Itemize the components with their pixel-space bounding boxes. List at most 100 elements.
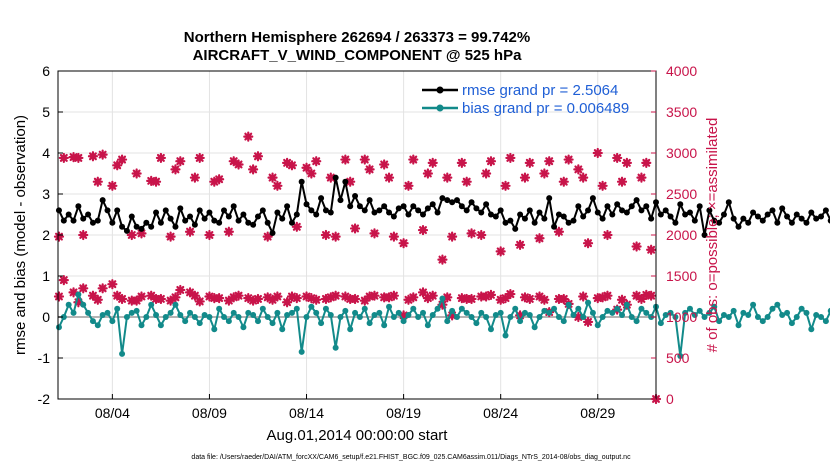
rmse-point: [483, 201, 490, 208]
bias-point: [468, 314, 475, 320]
rmse-point: [526, 207, 533, 214]
obs-possible-marker: [325, 292, 336, 303]
bias-point: [347, 326, 354, 333]
obs-assimilated-marker: [553, 226, 565, 237]
bias-point: [672, 314, 679, 320]
rmse-point: [162, 207, 169, 214]
rmse-point: [521, 215, 528, 222]
bias-point: [444, 318, 451, 325]
bias-point: [264, 314, 271, 320]
rmse-point: [288, 219, 295, 226]
rmse-point: [609, 211, 616, 218]
x-tick-label: 08/19: [386, 405, 421, 421]
bias-point: [740, 309, 747, 316]
bias-point: [225, 318, 232, 325]
rmse-point: [322, 207, 329, 214]
bias-point: [750, 301, 757, 308]
obs-assimilated-marker: [97, 149, 108, 160]
obs-possible-marker: [539, 294, 550, 305]
obs-assimilated-marker: [311, 156, 322, 167]
grid: [58, 70, 656, 400]
bias-point: [352, 309, 359, 316]
y-tick-label: -2: [38, 391, 51, 407]
obs-assimilated-marker: [330, 231, 341, 242]
rmse-point: [109, 219, 116, 226]
footnote: data file: /Users/raeder/DAI/ATM_forcXX/…: [191, 454, 631, 461]
obs-assimilated-marker: [456, 157, 467, 168]
y-tick-label: 3: [42, 186, 50, 202]
bias-point: [313, 309, 320, 316]
bias-point: [735, 322, 742, 329]
rmse-point: [70, 217, 77, 224]
obs-possible-marker: [631, 290, 642, 301]
bias-point: [376, 309, 383, 316]
rmse-point: [672, 219, 679, 226]
obs-possible-marker: [500, 293, 511, 304]
obs-assimilated-marker: [301, 162, 312, 173]
obs-possible-marker: [175, 284, 186, 296]
rmse-point: [730, 215, 737, 222]
rmse-point: [390, 213, 397, 220]
rmse-point: [153, 209, 160, 216]
bias-point: [128, 309, 135, 316]
bias-point: [138, 322, 145, 329]
rmse-point: [381, 203, 388, 210]
bias-point: [65, 301, 72, 308]
obs-assimilated-marker: [165, 231, 176, 242]
bias-point: [599, 314, 606, 320]
legend-rmse-marker: [436, 86, 444, 94]
bias-point: [143, 314, 150, 320]
y2-tick-label: 4000: [666, 63, 697, 79]
legend-rmse-label: rmse grand pr = 2.5064: [462, 82, 618, 99]
rmse-point: [167, 215, 174, 222]
obs-possible-marker: [248, 295, 259, 306]
rmse-point: [235, 217, 242, 224]
y-tick-label: 6: [42, 63, 50, 79]
rmse-point: [677, 201, 684, 208]
bias-point: [337, 314, 344, 320]
rmse-point: [352, 193, 359, 200]
obs-assimilated-marker: [408, 154, 419, 165]
bias-point: [497, 309, 504, 316]
obs-possible-marker: [320, 293, 332, 305]
rmse-point: [405, 211, 412, 218]
rmse-point: [429, 201, 436, 208]
bias-point: [720, 311, 727, 318]
obs-possible-marker: [131, 295, 142, 306]
x-tick-label: 08/14: [289, 405, 324, 421]
bias-point: [254, 318, 261, 325]
obs-possible-marker: [301, 291, 312, 302]
rmse-point: [696, 203, 703, 210]
bias-point: [686, 305, 693, 312]
bias-point: [415, 314, 422, 320]
rmse-point: [711, 217, 718, 224]
obs-possible-marker: [417, 287, 429, 298]
rmse-point: [80, 215, 87, 222]
obs-assimilated-marker: [131, 168, 142, 179]
bias-point: [691, 311, 698, 318]
rmse-point: [453, 197, 460, 204]
rmse-point: [803, 219, 810, 226]
obs-assimilated-marker: [189, 172, 200, 183]
rmse-point: [191, 221, 198, 228]
obs-possible-marker: [165, 295, 176, 306]
rmse-point: [177, 205, 184, 212]
x-tick-label: 08/29: [580, 405, 615, 421]
bias-point: [730, 307, 737, 314]
bias-point: [274, 309, 281, 316]
obs-possible-marker: [262, 292, 273, 303]
bias-point: [701, 314, 708, 320]
y-tick-label: 2: [42, 227, 50, 243]
rmse-point: [133, 223, 140, 230]
obs-assimilated-marker: [369, 228, 380, 239]
bias-point: [526, 311, 533, 318]
y-tick-label: 1: [42, 268, 50, 284]
bias-point: [682, 309, 689, 316]
obs-possible-marker: [524, 293, 535, 305]
rmse-point: [725, 199, 732, 206]
obs-assimilated-marker: [155, 152, 167, 164]
bias-point: [560, 318, 567, 325]
bias-point: [104, 309, 111, 316]
bias-point: [818, 314, 825, 320]
bias-point: [196, 320, 203, 327]
